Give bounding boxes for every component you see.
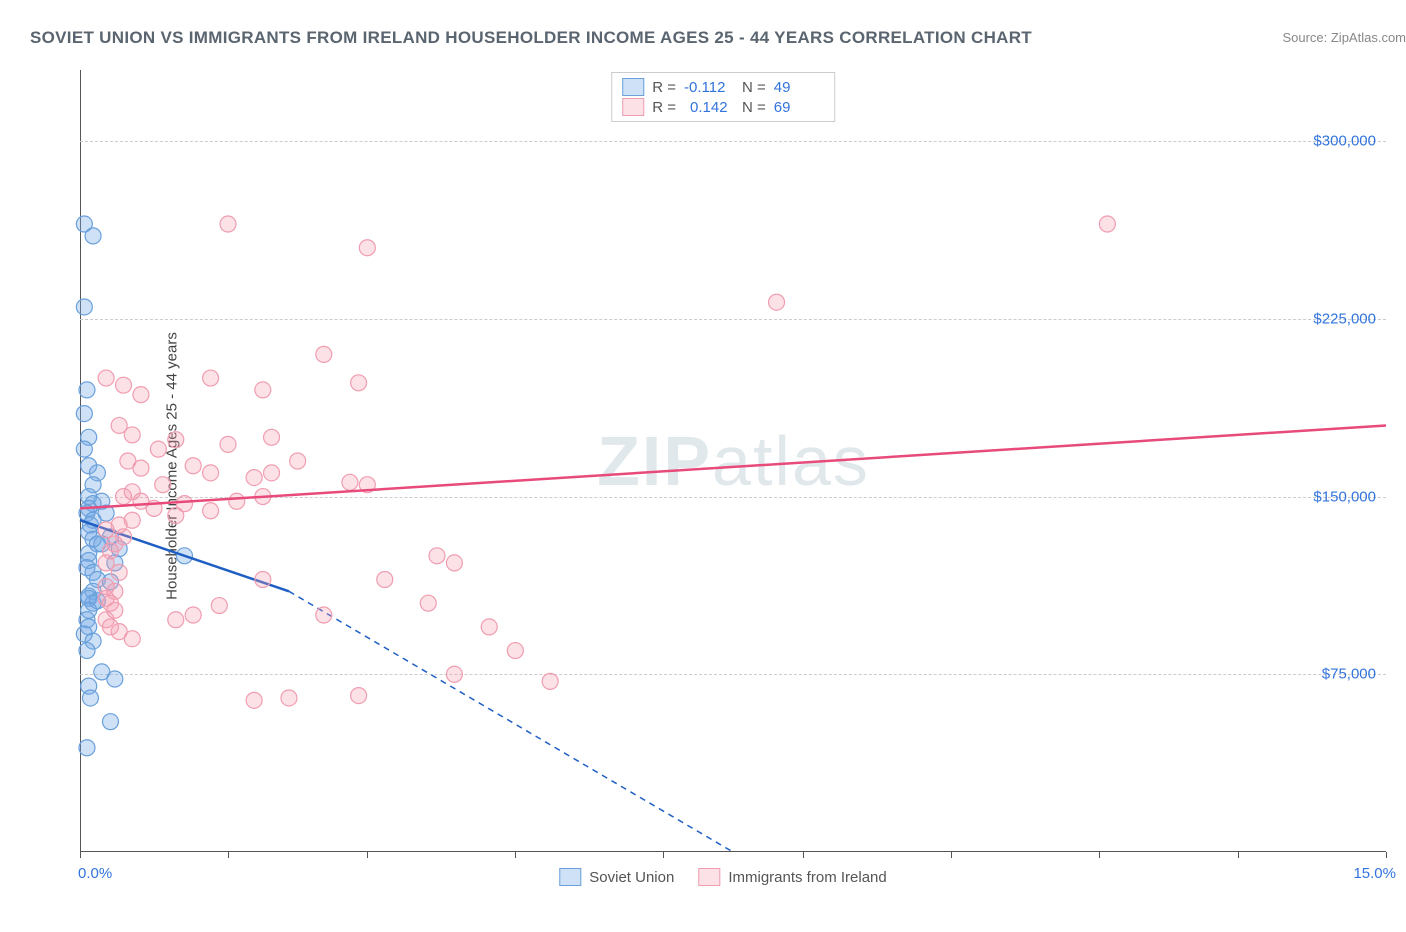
- x-tick-end: 15.0%: [1353, 865, 1396, 882]
- x-tick-mark: [367, 852, 368, 858]
- gridline: [80, 674, 1386, 675]
- n-label-1: N =: [742, 79, 766, 96]
- x-tick-mark: [1238, 852, 1239, 858]
- gridline: [80, 141, 1386, 142]
- x-tick-mark: [80, 852, 81, 858]
- x-tick-start: 0.0%: [78, 865, 112, 882]
- x-tick-mark: [1099, 852, 1100, 858]
- x-tick-mark: [951, 852, 952, 858]
- y-tick-label: $150,000: [1313, 488, 1376, 505]
- n-label-2: N =: [742, 99, 766, 116]
- legend-swatch-1: [622, 78, 644, 96]
- x-tick-mark: [1386, 852, 1387, 858]
- x-tick-mark: [228, 852, 229, 858]
- legend-item-2: Immigrants from Ireland: [698, 868, 886, 886]
- bottom-legend: Soviet Union Immigrants from Ireland: [559, 868, 886, 886]
- legend-swatch-2: [622, 98, 644, 116]
- x-tick-mark: [663, 852, 664, 858]
- x-tick-mark: [803, 852, 804, 858]
- legend-label-2: Immigrants from Ireland: [728, 869, 886, 886]
- correlation-row-1: R = -0.112 N = 49: [622, 77, 824, 97]
- y-tick-label: $300,000: [1313, 133, 1376, 150]
- gridline: [80, 319, 1386, 320]
- x-tick-mark: [515, 852, 516, 858]
- legend-swatch-bottom-1: [559, 868, 581, 886]
- chart-title: SOVIET UNION VS IMMIGRANTS FROM IRELAND …: [30, 28, 1032, 48]
- y-tick-label: $225,000: [1313, 310, 1376, 327]
- r-label-2: R =: [652, 99, 676, 116]
- gridline: [80, 497, 1386, 498]
- r-value-1: -0.112: [684, 79, 734, 96]
- correlation-row-2: R = 0.142 N = 69: [622, 97, 824, 117]
- legend-swatch-bottom-2: [698, 868, 720, 886]
- legend-label-1: Soviet Union: [589, 869, 674, 886]
- watermark-bold: ZIP: [597, 422, 712, 500]
- watermark-light: atlas: [712, 422, 870, 500]
- r-value-2: 0.142: [684, 99, 734, 116]
- n-value-2: 69: [774, 99, 824, 116]
- chart-source: Source: ZipAtlas.com: [1282, 30, 1406, 45]
- correlation-legend: R = -0.112 N = 49 R = 0.142 N = 69: [611, 72, 835, 122]
- plot-area: ZIPatlas: [80, 70, 1386, 852]
- watermark: ZIPatlas: [597, 421, 870, 501]
- y-tick-label: $75,000: [1322, 666, 1376, 683]
- r-label-1: R =: [652, 79, 676, 96]
- chart-container: SOVIET UNION VS IMMIGRANTS FROM IRELAND …: [20, 20, 1406, 912]
- legend-item-1: Soviet Union: [559, 868, 674, 886]
- n-value-1: 49: [774, 79, 824, 96]
